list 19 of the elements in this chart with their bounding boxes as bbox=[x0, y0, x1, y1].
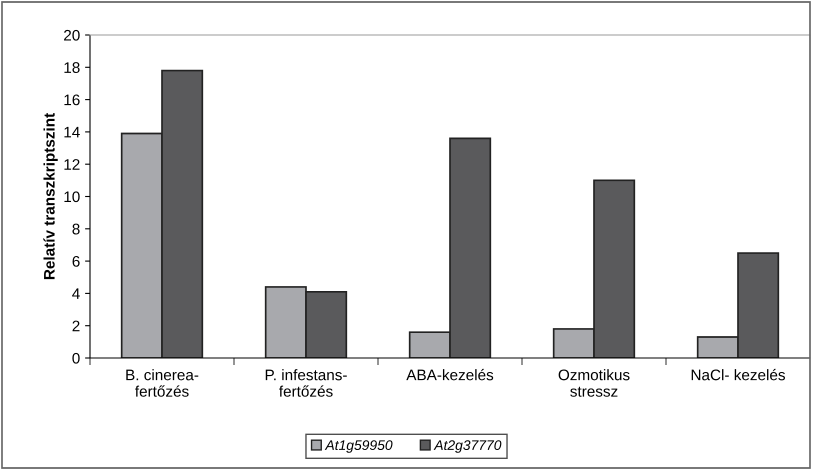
y-tick-label: 10 bbox=[64, 191, 80, 202]
y-tick-label: 20 bbox=[64, 30, 80, 41]
y-tick-label: 16 bbox=[64, 94, 80, 106]
x-tick-label: ABA-kezelés bbox=[406, 368, 494, 380]
y-tick-label: 2 bbox=[72, 320, 80, 332]
y-tick-label: 8 bbox=[72, 224, 80, 234]
legend-label: At1g59950 bbox=[324, 440, 392, 453]
y-tick-label: 18 bbox=[64, 62, 80, 73]
x-tick-label: B. cinerea- fertőzés bbox=[126, 369, 198, 397]
y-tick-label: 14 bbox=[64, 126, 80, 138]
y-axis-title: Relatív transzkriptszint bbox=[43, 113, 58, 280]
y-tick-label: 4 bbox=[72, 288, 80, 299]
legend-label: At2g37770 bbox=[434, 440, 502, 453]
y-tick-label: 6 bbox=[72, 256, 80, 267]
x-tick-label: Ozmotikus stressz bbox=[558, 369, 630, 397]
y-tick-label: 0 bbox=[72, 352, 80, 364]
y-tick-label: 12 bbox=[64, 159, 80, 170]
x-tick-label: NaCl- kezelés bbox=[692, 368, 785, 380]
x-tick-label: P. infestans- fertőzés bbox=[266, 369, 347, 397]
